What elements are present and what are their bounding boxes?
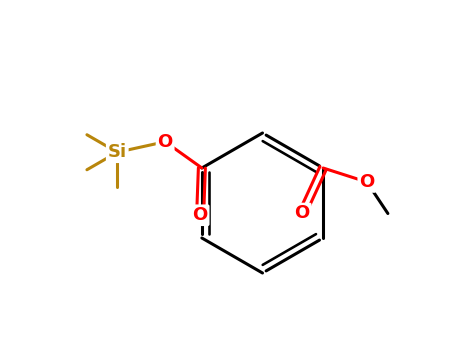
Text: O: O <box>192 206 208 224</box>
Text: O: O <box>294 204 310 223</box>
Text: Si: Si <box>108 143 127 161</box>
Text: O: O <box>157 133 173 151</box>
Text: O: O <box>359 173 374 191</box>
